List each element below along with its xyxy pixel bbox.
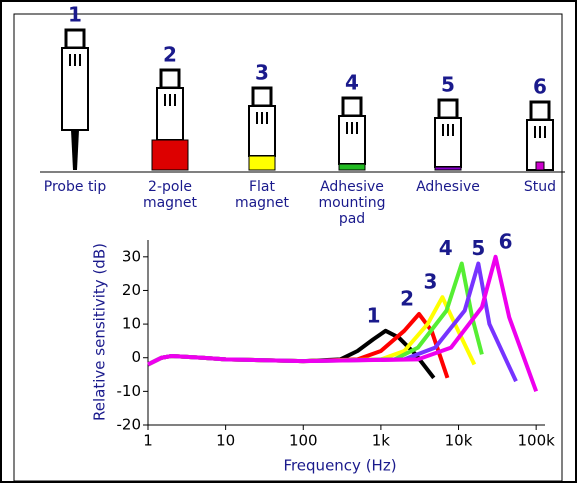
x-tick-label: 1 [143, 432, 153, 450]
x-tick-label: 10k [445, 432, 473, 450]
mount-label: pad [339, 211, 365, 227]
icon-head [253, 88, 271, 106]
mount-label: Probe tip [44, 179, 107, 195]
y-tick-label: 20 [122, 281, 141, 299]
mount-label: magnet [235, 195, 290, 211]
mount-label: 2-pole [148, 179, 192, 195]
page: Relative sensitivity (dB) Frequency (Hz)… [0, 0, 577, 483]
icon-head [531, 102, 549, 120]
curve-label: 2 [400, 287, 414, 311]
x-tick-label: 100k [517, 432, 555, 450]
y-tick-label: 30 [122, 247, 141, 265]
icon-base [249, 156, 275, 170]
mount-label: magnet [143, 195, 198, 211]
y-tick-label: -10 [117, 382, 142, 400]
curve-label: 3 [423, 270, 437, 294]
mount-number: 1 [68, 3, 82, 27]
mount-label: mounting [318, 195, 385, 211]
mount-number: 2 [163, 43, 177, 67]
y-axis-title: Relative sensitivity (dB) [91, 243, 109, 421]
icon-base [339, 164, 365, 170]
mount-label: Flat [249, 179, 276, 195]
curve-label: 6 [499, 229, 513, 253]
icon-base [152, 140, 188, 170]
y-tick-label: 0 [131, 348, 141, 366]
mount-number: 4 [345, 71, 359, 95]
curve-label: 1 [367, 303, 381, 327]
stud [536, 162, 544, 170]
x-axis-title: Frequency (Hz) [283, 457, 396, 475]
mount-label: Adhesive [320, 179, 384, 195]
y-tick-label: -20 [117, 416, 142, 434]
curve-label: 4 [439, 236, 453, 260]
icon-head [161, 70, 179, 88]
x-tick-label: 100 [289, 432, 318, 450]
icon-base [435, 167, 461, 170]
x-tick-label: 1k [372, 432, 391, 450]
icon-head [66, 30, 84, 48]
mount-number: 6 [533, 75, 547, 99]
curve-label: 5 [471, 236, 485, 260]
x-tick-label: 10 [216, 432, 235, 450]
icon-head [343, 98, 361, 116]
icon-head [439, 100, 457, 118]
mount-number: 5 [441, 73, 455, 97]
mount-label: Adhesive [416, 179, 480, 195]
mount-number: 3 [255, 61, 269, 85]
y-tick-label: 10 [122, 315, 141, 333]
mount-label: Stud [524, 179, 556, 195]
